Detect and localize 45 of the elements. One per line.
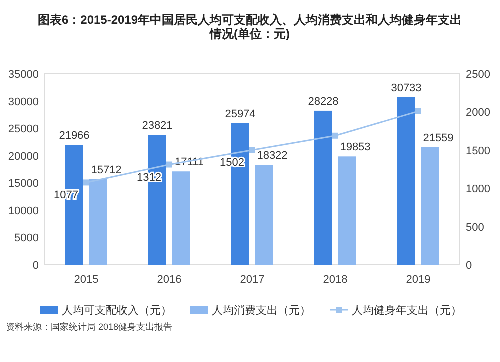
data-label: 21559 (423, 132, 454, 144)
y2-tick-label: 0 (466, 260, 472, 272)
bar (314, 110, 332, 265)
legend-label: 人均可支配收入（元） (62, 304, 172, 317)
point (166, 162, 172, 168)
data-label: 21966 (59, 130, 90, 142)
data-label: 15712 (91, 164, 122, 176)
y-tick-label: 30000 (8, 96, 39, 108)
text: 资料来源：国家统计局 2018健身支出报告 (6, 322, 173, 332)
data-label: 25974 (225, 108, 256, 120)
data-label: 19853 (340, 142, 371, 154)
y-tick-label: 20000 (8, 150, 39, 163)
y-tick-label: 35000 (8, 69, 39, 81)
legend-label: 人均消费支出（元） (212, 304, 311, 317)
x-tick-label: 2018 (323, 274, 348, 286)
y2-tick-label: 1500 (466, 145, 490, 158)
y-tick-label: 10000 (8, 205, 39, 218)
y-tick-label: 25000 (8, 124, 39, 136)
x-tick-label: 2017 (240, 274, 265, 286)
bar (338, 156, 356, 265)
bar (172, 172, 190, 265)
bar (256, 165, 274, 265)
data-label: 28228 (308, 96, 339, 108)
data-label: 23821 (142, 120, 173, 132)
y2-tick-label: 2500 (466, 69, 490, 81)
bar (90, 179, 108, 265)
y2-tick-label: 500 (466, 222, 484, 234)
data-label: 30733 (391, 82, 422, 94)
y-tick-label: 5000 (14, 232, 39, 245)
legend-label: 人均健身年支出（元） (352, 304, 462, 317)
y2-tick-label: 1000 (466, 184, 490, 196)
y2-tick-label: 2000 (466, 107, 490, 120)
y-tick-label: 15000 (8, 178, 39, 190)
chart-title: 图表6：2015-2019年中国居民人均可支配收入、人均消费支出和人均健身年支出情况(单位：元) (38, 13, 462, 41)
x-tick-label: 2016 (157, 274, 182, 286)
y-tick-label: 0 (32, 260, 39, 272)
point (332, 132, 338, 139)
x-tick-label: 2019 (406, 274, 431, 286)
point (84, 180, 90, 186)
bar (422, 147, 440, 265)
bar (398, 97, 416, 265)
point (416, 108, 422, 114)
data-label: 18322 (257, 150, 288, 162)
x-tick-label: 2015 (74, 274, 99, 286)
point (250, 147, 256, 154)
